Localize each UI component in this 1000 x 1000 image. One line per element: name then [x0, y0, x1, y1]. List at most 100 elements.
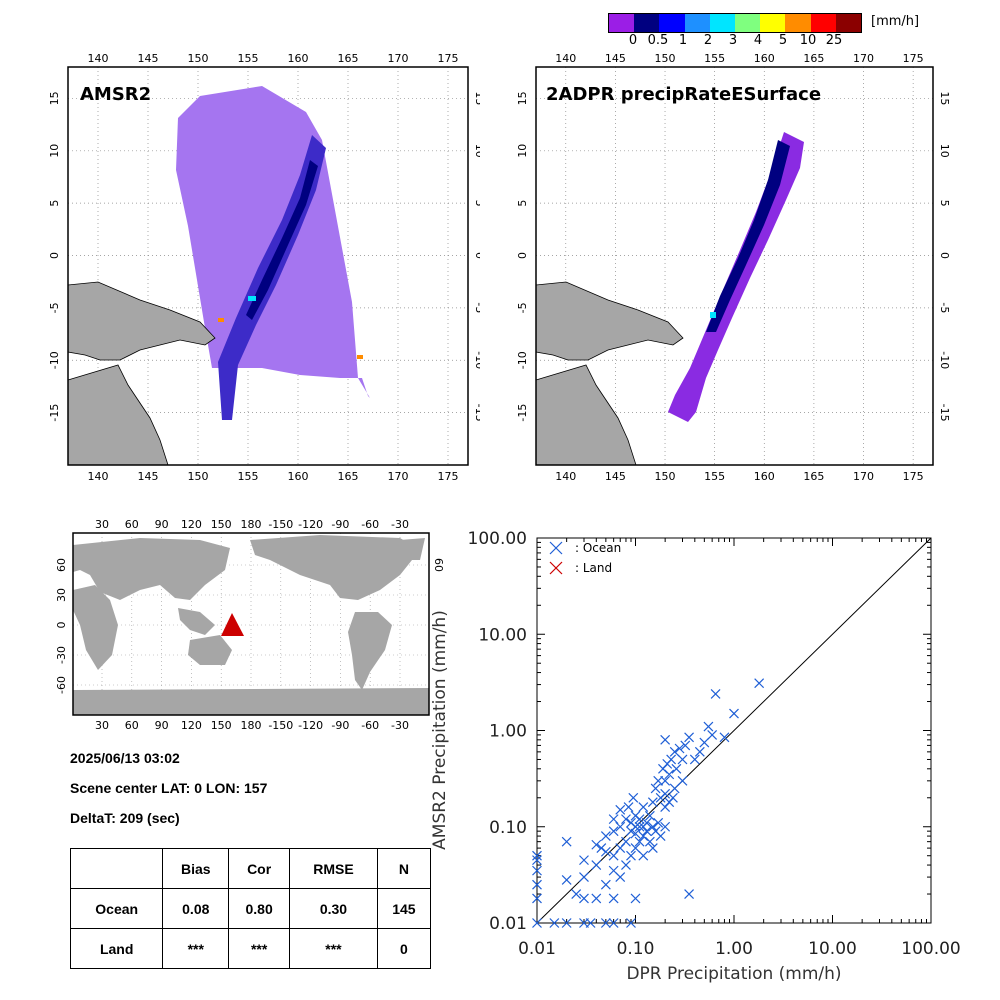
world-lon-label-top: 180	[241, 518, 262, 531]
table-header-cell: N	[376, 848, 432, 889]
lon-label-top: 150	[655, 52, 676, 65]
colorbar-cell	[684, 14, 710, 32]
world-lon-label-top: -60	[361, 518, 379, 531]
map-title: AMSR2	[80, 84, 151, 105]
world-lon-label-bottom: 180	[241, 719, 262, 732]
lat-label-right: -10	[473, 351, 480, 369]
world-axis-labels: 30 60 90 120 150 180 -150 -120 -90 -60 -…	[55, 518, 445, 732]
scatter-point-ocean	[621, 860, 631, 870]
colorbar-tick: 3	[728, 33, 738, 48]
lat-label-left: 0	[516, 252, 529, 259]
table-cell: 0	[376, 928, 432, 969]
scatter-point-ocean	[694, 746, 705, 757]
scatter-point-ocean	[677, 754, 688, 765]
scatter-point-ocean	[561, 836, 572, 847]
table-cell: Ocean	[69, 888, 164, 929]
scatter-point-ocean	[591, 860, 602, 870]
lat-label-left: -15	[48, 404, 61, 422]
australia-landmass	[535, 364, 637, 466]
world-lon-label-top: -150	[268, 518, 293, 531]
lat-label-right: 5	[473, 200, 480, 207]
lon-label-bottom: 145	[605, 470, 626, 483]
world-lon-label-bottom: 30	[95, 719, 109, 732]
lat-label-right: 0	[938, 252, 951, 259]
scatter-point-ocean	[634, 836, 645, 847]
lon-label-top: 170	[853, 52, 874, 65]
world-lon-label-top: -120	[298, 518, 323, 531]
scatter-point-ocean	[660, 734, 671, 745]
colorbar-tick: 10	[799, 33, 817, 48]
scatter-point-ocean	[579, 872, 589, 883]
lon-label-bottom: 160	[754, 470, 775, 483]
scatter-point-ocean	[634, 821, 645, 832]
scene-center: Scene center LAT: 0 LON: 157	[70, 780, 268, 796]
scatter-point-ocean	[699, 737, 710, 748]
map-axis-labels: 140 145 150 155 160 165 170 175 140 145 …	[516, 52, 951, 483]
world-lon-label-top: 60	[125, 518, 139, 531]
legend-ocean-label: : Ocean	[575, 541, 621, 555]
scatter-point-ocean	[615, 821, 626, 832]
lat-label-left: -15	[516, 404, 529, 422]
scatter-point-ocean	[626, 850, 636, 861]
colorbar-scale	[608, 13, 862, 33]
scatter-point-ocean	[707, 729, 718, 740]
lat-label-left: 15	[48, 91, 61, 105]
scatter-point-ocean	[571, 889, 582, 899]
x-tick-label: 1.00	[715, 939, 753, 959]
lat-label-left: 10	[48, 144, 61, 158]
world-lon-label-top: 150	[211, 518, 232, 531]
north-america-landmass	[250, 535, 420, 600]
lon-label-bottom: 175	[438, 470, 459, 483]
table-header-cell: Cor	[228, 848, 291, 889]
colorbar-unit: [mm/h]	[871, 14, 920, 29]
axis-ticks	[536, 538, 931, 924]
scatter-point-ocean	[660, 821, 671, 832]
tick-labels: 0.01 0.10 1.00 10.00 100.00 0.01 0.10 1.…	[468, 529, 961, 959]
australia-landmass	[67, 364, 169, 466]
one-to-one-line	[536, 537, 932, 924]
world-lat-label-right: 60	[432, 558, 445, 572]
lon-label-bottom: 170	[853, 470, 874, 483]
y-tick-label: 0.01	[489, 914, 527, 934]
scatter-point-ocean	[585, 918, 596, 928]
lon-label-bottom: 165	[803, 470, 824, 483]
scatter-point-ocean	[680, 740, 691, 751]
legend-ocean-marker	[549, 541, 563, 555]
lon-label-top: 140	[88, 52, 109, 65]
lon-label-bottom: 160	[288, 470, 309, 483]
colorbar-cell	[835, 14, 862, 32]
scatter-point-ocean	[628, 792, 639, 803]
scatter-point-ocean	[630, 893, 641, 904]
lon-label-bottom: 165	[338, 470, 359, 483]
map-title: 2ADPR precipRateESurface	[546, 84, 821, 105]
scatter-point-ocean	[630, 821, 641, 832]
scatter-point-ocean	[608, 814, 619, 825]
world-lon-label-bottom: -150	[268, 719, 293, 732]
lon-label-bottom: 150	[655, 470, 676, 483]
lon-label-top: 155	[238, 52, 259, 65]
world-lon-label-bottom: -30	[391, 719, 409, 732]
lat-label-left: 15	[516, 91, 529, 105]
lat-label-right: -10	[938, 351, 951, 369]
lat-label-left: -10	[48, 351, 61, 369]
lat-label-left: -5	[48, 302, 61, 313]
africa-landmass	[73, 585, 118, 670]
scatter-point-ocean	[579, 855, 589, 866]
scatter-point-ocean	[615, 804, 626, 815]
scatter-point-ocean	[689, 754, 700, 765]
world-lon-label-top: -30	[391, 518, 409, 531]
lat-label-left: 10	[516, 144, 529, 158]
table-cell: ***	[289, 928, 378, 969]
scatter-point-ocean	[677, 775, 688, 786]
observation-datetime: 2025/06/13 03:02	[70, 750, 180, 766]
lon-label-top: 165	[803, 52, 824, 65]
scatter-point-ocean	[600, 831, 611, 842]
x-tick-label: 100.00	[901, 939, 960, 959]
lat-label-right: 0	[473, 252, 480, 259]
world-lon-label-top: 120	[181, 518, 202, 531]
scatter-point-ocean	[660, 788, 671, 799]
scatter-point-ocean	[641, 826, 652, 837]
world-lon-label-top: 90	[155, 518, 169, 531]
lon-label-bottom: 140	[88, 470, 109, 483]
scatter-point-ocean	[719, 732, 730, 743]
